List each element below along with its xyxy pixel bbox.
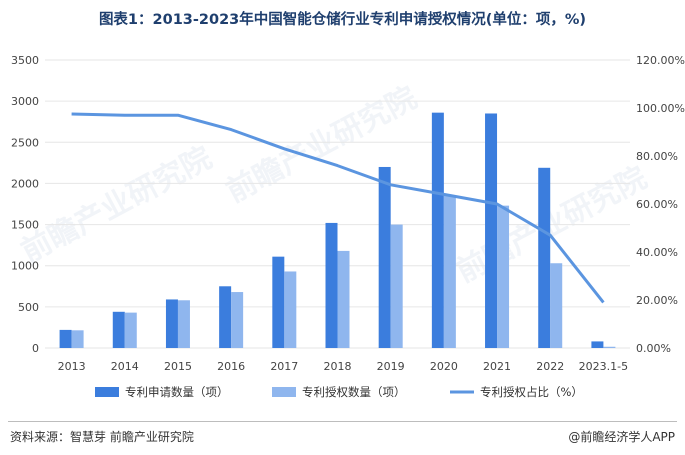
y-right-tick-label: 20.00%: [636, 294, 678, 307]
x-tick-label: 2017: [270, 360, 298, 373]
bar-applications: [538, 167, 551, 348]
x-tick-label: 2022: [536, 360, 564, 373]
line-grant-ratio: [71, 112, 605, 304]
y-left-tick-label: 2000: [11, 177, 39, 190]
y-left-tick-label: 1500: [11, 219, 39, 232]
bar-grants: [337, 250, 350, 348]
y-right-tick-label: 120.00%: [636, 54, 685, 67]
y-left-tick-label: 0: [32, 342, 39, 355]
y-left-tick-label: 1000: [11, 260, 39, 273]
y-right-tick-label: 0.00%: [636, 342, 671, 355]
y-right-tick-label: 100.00%: [636, 102, 685, 115]
y-axis-right: 0.00% 20.00% 40.00% 60.00% 80.00% 100.00% 120.…: [636, 54, 685, 355]
x-tick-label: 2015: [164, 360, 192, 373]
brand-text: @前瞻经济学人APP: [568, 430, 675, 444]
y-axis-left: 0 500 1000 1500 2000 2500 3000 3500: [11, 54, 39, 355]
bar-grants: [443, 195, 456, 348]
bar-applications: [378, 166, 391, 348]
legend-swatch: [95, 387, 119, 397]
legend-swatch: [272, 387, 296, 397]
bar-applications: [112, 311, 125, 348]
x-tick-label: 2014: [111, 360, 139, 373]
bar-grants: [603, 346, 616, 348]
bar-grants: [284, 271, 297, 348]
x-tick-label: 2023.1-5: [579, 360, 628, 373]
bar-applications: [165, 299, 178, 348]
x-tick-label: 2019: [377, 360, 405, 373]
x-axis: 2013 2014 2015 2016 2017 2018 2019 2020 2021 2022…: [58, 360, 629, 373]
legend: 专利申请数量（项） 专利授权数量（项） 专利授权占比（%）: [95, 385, 583, 399]
y-right-tick-label: 40.00%: [636, 246, 678, 259]
bar-applications: [219, 286, 232, 348]
footer-divider: [8, 421, 677, 422]
bar-grants: [231, 292, 244, 348]
y-left-tick-label: 3500: [11, 54, 39, 67]
legend-label: 专利授权占比（%）: [480, 385, 583, 399]
bar-applications: [272, 256, 285, 348]
x-tick-label: 2020: [430, 360, 458, 373]
line-series: [71, 112, 605, 304]
bar-applications: [591, 341, 604, 348]
legend-label: 专利授权数量（项）: [302, 385, 406, 399]
bar-grants: [550, 263, 563, 348]
bar-applications: [325, 222, 338, 348]
brand-credit: @前瞻经济学人APP: [568, 428, 675, 445]
legend-label: 专利申请数量（项）: [125, 385, 229, 399]
chart-title: 图表1：2013-2023年中国智能仓储行业专利申请授权情况(单位：项，%): [98, 12, 587, 28]
bar-grants: [177, 300, 190, 348]
x-tick-label: 2013: [58, 360, 86, 373]
y-left-tick-label: 2500: [11, 136, 39, 149]
bar-grants: [71, 330, 84, 348]
x-tick-label: 2021: [483, 360, 511, 373]
bar-applications: [485, 113, 498, 348]
x-tick-label: 2018: [324, 360, 352, 373]
source-note: 资料来源：智慧芽 前瞻产业研究院: [10, 430, 194, 444]
x-tick-label: 2016: [217, 360, 245, 373]
bar-applications: [431, 112, 444, 348]
y-left-tick-label: 500: [18, 301, 39, 314]
bar-grants: [390, 224, 403, 348]
bar-grants: [497, 205, 510, 348]
y-right-tick-label: 80.00%: [636, 150, 678, 163]
bar-applications: [59, 329, 72, 348]
y-right-tick-label: 60.00%: [636, 198, 678, 211]
bar-grants: [124, 312, 137, 348]
y-left-tick-label: 3000: [11, 95, 39, 108]
bar-series: [59, 112, 616, 348]
chart-canvas: 0 500 1000 1500 2000 2500 3000 3500 0.00% 20.00%…: [11, 54, 685, 399]
